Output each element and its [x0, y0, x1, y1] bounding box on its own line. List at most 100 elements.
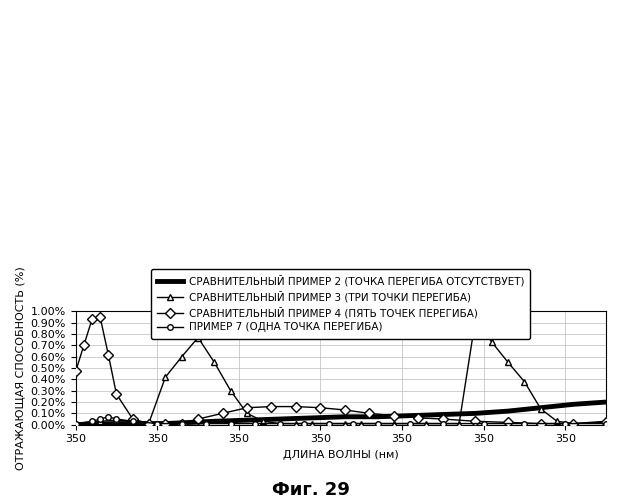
СРАВНИТЕЛЬНЫЙ ПРИМЕР 2 (ТОЧКА ПЕРЕГИБА ОТСУТСТВУЕТ) [504, 408, 512, 414]
Y-axis label: ОТРАЖАЮЩАЯ СПОСОБНОСТЬ (%): ОТРАЖАЮЩАЯ СПОСОБНОСТЬ (%) [15, 266, 25, 470]
ПРИМЕР 7 (ОДНА ТОЧКА ПЕРЕГИБА) [104, 414, 112, 420]
СРАВНИТЕЛЬНЫЙ ПРИМЕР 3 (ТРИ ТОЧКИ ПЕРЕГИБА) [227, 388, 234, 394]
СРАВНИТЕЛЬНЫЙ ПРИМЕР 3 (ТРИ ТОЧКИ ПЕРЕГИБА) [72, 420, 79, 426]
СРАВНИТЕЛЬНЫЙ ПРИМЕР 4 (ПЯТЬ ТОЧЕК ПЕРЕГИБА) [194, 416, 202, 422]
СРАВНИТЕЛЬНЫЙ ПРИМЕР 4 (ПЯТЬ ТОЧЕК ПЕРЕГИБА) [317, 404, 324, 410]
СРАВНИТЕЛЬНЫЙ ПРИМЕР 4 (ПЯТЬ ТОЧЕК ПЕРЕГИБА) [341, 407, 348, 413]
СРАВНИТЕЛЬНЫЙ ПРИМЕР 3 (ТРИ ТОЧКИ ПЕРЕГИБА) [178, 354, 186, 360]
СРАВНИТЕЛЬНЫЙ ПРИМЕР 4 (ПЯТЬ ТОЧЕК ПЕРЕГИБА) [243, 404, 251, 410]
СРАВНИТЕЛЬНЫЙ ПРИМЕР 3 (ТРИ ТОЧКИ ПЕРЕГИБА) [325, 420, 332, 426]
СРАВНИТЕЛЬНЫЙ ПРИМЕР 4 (ПЯТЬ ТОЧЕК ПЕРЕГИБА) [504, 420, 512, 426]
СРАВНИТЕЛЬНЫЙ ПРИМЕР 2 (ТОЧКА ПЕРЕГИБА ОТСУТСТВУЕТ) [374, 414, 381, 420]
ПРИМЕР 7 (ОДНА ТОЧКА ПЕРЕГИБА) [96, 416, 104, 422]
СРАВНИТЕЛЬНЫЙ ПРИМЕР 3 (ТРИ ТОЧКИ ПЕРЕГИБА) [390, 420, 397, 426]
СРАВНИТЕЛЬНЫЙ ПРИМЕР 2 (ТОЧКА ПЕРЕГИБА ОТСУТСТВУЕТ) [276, 416, 283, 422]
ПРИМЕР 7 (ОДНА ТОЧКА ПЕРЕГИБА) [439, 420, 446, 426]
СРАВНИТЕЛЬНЫЙ ПРИМЕР 2 (ТОЧКА ПЕРЕГИБА ОТСУТСТВУЕТ) [602, 399, 610, 405]
X-axis label: ДЛИНА ВОЛНЫ (нм): ДЛИНА ВОЛНЫ (нм) [283, 450, 399, 460]
СРАВНИТЕЛЬНЫЙ ПРИМЕР 2 (ТОЧКА ПЕРЕГИБА ОТСУТСТВУЕТ) [186, 420, 194, 426]
СРАВНИТЕЛЬНЫЙ ПРИМЕР 2 (ТОЧКА ПЕРЕГИБА ОТСУТСТВУЕТ) [113, 420, 120, 426]
СРАВНИТЕЛЬНЫЙ ПРИМЕР 2 (ТОЧКА ПЕРЕГИБА ОТСУТСТВУЕТ) [407, 412, 414, 418]
ПРИМЕР 7 (ОДНА ТОЧКА ПЕРЕГИБА) [350, 420, 357, 426]
СРАВНИТЕЛЬНЫЙ ПРИМЕР 3 (ТРИ ТОЧКИ ПЕРЕГИБА) [341, 420, 348, 426]
СРАВНИТЕЛЬНЫЙ ПРИМЕР 2 (ТОЧКА ПЕРЕГИБА ОТСУТСТВУЕТ) [537, 404, 545, 410]
СРАВНИТЕЛЬНЫЙ ПРИМЕР 3 (ТРИ ТОЧКИ ПЕРЕГИБА) [374, 420, 381, 426]
ПРИМЕР 7 (ОДНА ТОЧКА ПЕРЕГИБА) [374, 420, 381, 426]
Line: СРАВНИТЕЛЬНЫЙ ПРИМЕР 4 (ПЯТЬ ТОЧЕК ПЕРЕГИБА): СРАВНИТЕЛЬНЫЙ ПРИМЕР 4 (ПЯТЬ ТОЧЕК ПЕРЕГ… [72, 314, 609, 427]
ПРИМЕР 7 (ОДНА ТОЧКА ПЕРЕГИБА) [301, 420, 308, 426]
СРАВНИТЕЛЬНЫЙ ПРИМЕР 2 (ТОЧКА ПЕРЕГИБА ОТСУТСТВУЕТ) [309, 415, 316, 421]
СРАВНИТЕЛЬНЫЙ ПРИМЕР 3 (ТРИ ТОЧКИ ПЕРЕГИБА) [472, 316, 479, 322]
СРАВНИТЕЛЬНЫЙ ПРИМЕР 2 (ТОЧКА ПЕРЕГИБА ОТСУТСТВУЕТ) [439, 412, 446, 418]
СРАВНИТЕЛЬНЫЙ ПРИМЕР 4 (ПЯТЬ ТОЧЕК ПЕРЕГИБА) [72, 368, 79, 374]
СРАВНИТЕЛЬНЫЙ ПРИМЕР 3 (ТРИ ТОЧКИ ПЕРЕГИБА) [194, 334, 202, 340]
СРАВНИТЕЛЬНЫЙ ПРИМЕР 3 (ТРИ ТОЧКИ ПЕРЕГИБА) [553, 418, 561, 424]
СРАВНИТЕЛЬНЫЙ ПРИМЕР 3 (ТРИ ТОЧКИ ПЕРЕГИБА) [569, 420, 577, 426]
ПРИМЕР 7 (ОДНА ТОЧКА ПЕРЕГИБА) [276, 420, 283, 426]
СРАВНИТЕЛЬНЫЙ ПРИМЕР 4 (ПЯТЬ ТОЧЕК ПЕРЕГИБА) [472, 418, 479, 424]
ПРИМЕР 7 (ОДНА ТОЧКА ПЕРЕГИБА) [227, 420, 234, 426]
СРАВНИТЕЛЬНЫЙ ПРИМЕР 3 (ТРИ ТОЧКИ ПЕРЕГИБА) [211, 360, 218, 366]
СРАВНИТЕЛЬНЫЙ ПРИМЕР 4 (ПЯТЬ ТОЧЕК ПЕРЕГИБА) [569, 420, 577, 426]
СРАВНИТЕЛЬНЫЙ ПРИМЕР 2 (ТОЧКА ПЕРЕГИБА ОТСУТСТВУЕТ) [341, 414, 348, 420]
ПРИМЕР 7 (ОДНА ТОЧКА ПЕРЕГИБА) [602, 420, 610, 426]
СРАВНИТЕЛЬНЫЙ ПРИМЕР 3 (ТРИ ТОЧКИ ПЕРЕГИБА) [537, 406, 545, 412]
Line: СРАВНИТЕЛЬНЫЙ ПРИМЕР 2 (ТОЧКА ПЕРЕГИБА ОТСУТСТВУЕТ): СРАВНИТЕЛЬНЫЙ ПРИМЕР 2 (ТОЧКА ПЕРЕГИБА О… [76, 402, 606, 424]
СРАВНИТЕЛЬНЫЙ ПРИМЕР 2 (ТОЧКА ПЕРЕГИБА ОТСУТСТВУЕТ) [472, 410, 479, 416]
ПРИМЕР 7 (ОДНА ТОЧКА ПЕРЕГИБА) [72, 420, 79, 426]
СРАВНИТЕЛЬНЫЙ ПРИМЕР 3 (ТРИ ТОЧКИ ПЕРЕГИБА) [113, 417, 120, 423]
СРАВНИТЕЛЬНЫЙ ПРИМЕР 3 (ТРИ ТОЧКИ ПЕРЕГИБА) [504, 360, 512, 366]
СРАВНИТЕЛЬНЫЙ ПРИМЕР 4 (ПЯТЬ ТОЧЕК ПЕРЕГИБА) [366, 410, 373, 416]
ПРИМЕР 7 (ОДНА ТОЧКА ПЕРЕГИБА) [88, 418, 96, 424]
Line: СРАВНИТЕЛЬНЫЙ ПРИМЕР 3 (ТРИ ТОЧКИ ПЕРЕГИБА): СРАВНИТЕЛЬНЫЙ ПРИМЕР 3 (ТРИ ТОЧКИ ПЕРЕГИ… [72, 316, 609, 427]
СРАВНИТЕЛЬНЫЙ ПРИМЕР 4 (ПЯТЬ ТОЧЕК ПЕРЕГИБА) [439, 416, 446, 422]
СРАВНИТЕЛЬНЫЙ ПРИМЕР 3 (ТРИ ТОЧКИ ПЕРЕГИБА) [292, 420, 300, 426]
ПРИМЕР 7 (ОДНА ТОЧКА ПЕРЕГИБА) [153, 420, 161, 426]
СРАВНИТЕЛЬНЫЙ ПРИМЕР 4 (ПЯТЬ ТОЧЕК ПЕРЕГИБА) [145, 420, 153, 426]
ПРИМЕР 7 (ОДНА ТОЧКА ПЕРЕГИБА) [252, 420, 259, 426]
СРАВНИТЕЛЬНЫЙ ПРИМЕР 4 (ПЯТЬ ТОЧЕК ПЕРЕГИБА) [161, 420, 169, 426]
СРАВНИТЕЛЬНЫЙ ПРИМЕР 3 (ТРИ ТОЧКИ ПЕРЕГИБА) [520, 378, 528, 384]
СРАВНИТЕЛЬНЫЙ ПРИМЕР 3 (ТРИ ТОЧКИ ПЕРЕГИБА) [243, 410, 251, 416]
СРАВНИТЕЛЬНЫЙ ПРИМЕР 3 (ТРИ ТОЧКИ ПЕРЕГИБА) [145, 420, 153, 426]
СРАВНИТЕЛЬНЫЙ ПРИМЕР 4 (ПЯТЬ ТОЧЕК ПЕРЕГИБА) [178, 420, 186, 426]
ПРИМЕР 7 (ОДНА ТОЧКА ПЕРЕГИБА) [129, 418, 137, 424]
СРАВНИТЕЛЬНЫЙ ПРИМЕР 3 (ТРИ ТОЧКИ ПЕРЕГИБА) [309, 420, 316, 426]
ПРИМЕР 7 (ОДНА ТОЧКА ПЕРЕГИБА) [113, 416, 120, 422]
СРАВНИТЕЛЬНЫЙ ПРИМЕР 4 (ПЯТЬ ТОЧЕК ПЕРЕГИБА) [268, 404, 275, 409]
СРАВНИТЕЛЬНЫЙ ПРИМЕР 2 (ТОЧКА ПЕРЕГИБА ОТСУТСТВУЕТ) [569, 402, 577, 407]
ПРИМЕР 7 (ОДНА ТОЧКА ПЕРЕГИБА) [178, 420, 186, 426]
СРАВНИТЕЛЬНЫЙ ПРИМЕР 4 (ПЯТЬ ТОЧЕК ПЕРЕГИБА) [390, 412, 397, 418]
СРАВНИТЕЛЬНЫЙ ПРИМЕР 3 (ТРИ ТОЧКИ ПЕРЕГИБА) [161, 374, 169, 380]
СРАВНИТЕЛЬНЫЙ ПРИМЕР 3 (ТРИ ТОЧКИ ПЕРЕГИБА) [129, 418, 137, 424]
ПРИМЕР 7 (ОДНА ТОЧКА ПЕРЕГИБА) [407, 420, 414, 426]
СРАВНИТЕЛЬНЫЙ ПРИМЕР 3 (ТРИ ТОЧКИ ПЕРЕГИБА) [407, 420, 414, 426]
СРАВНИТЕЛЬНЫЙ ПРИМЕР 4 (ПЯТЬ ТОЧЕК ПЕРЕГИБА) [113, 391, 120, 397]
Line: ПРИМЕР 7 (ОДНА ТОЧКА ПЕРЕГИБА): ПРИМЕР 7 (ОДНА ТОЧКА ПЕРЕГИБА) [73, 414, 609, 426]
ПРИМЕР 7 (ОДНА ТОЧКА ПЕРЕГИБА) [561, 420, 569, 426]
СРАВНИТЕЛЬНЫЙ ПРИМЕР 4 (ПЯТЬ ТОЧЕК ПЕРЕГИБА) [80, 342, 88, 348]
СРАВНИТЕЛЬНЫЙ ПРИМЕР 3 (ТРИ ТОЧКИ ПЕРЕГИБА) [488, 339, 496, 345]
СРАВНИТЕЛЬНЫЙ ПРИМЕР 3 (ТРИ ТОЧКИ ПЕРЕГИБА) [423, 420, 430, 426]
СРАВНИТЕЛЬНЫЙ ПРИМЕР 3 (ТРИ ТОЧКИ ПЕРЕГИБА) [602, 418, 610, 424]
СРАВНИТЕЛЬНЫЙ ПРИМЕР 3 (ТРИ ТОЧКИ ПЕРЕГИБА) [455, 420, 463, 426]
СРАВНИТЕЛЬНЫЙ ПРИМЕР 3 (ТРИ ТОЧКИ ПЕРЕГИБА) [276, 420, 283, 426]
СРАВНИТЕЛЬНЫЙ ПРИМЕР 4 (ПЯТЬ ТОЧЕК ПЕРЕГИБА) [88, 316, 96, 322]
СРАВНИТЕЛЬНЫЙ ПРИМЕР 4 (ПЯТЬ ТОЧЕК ПЕРЕГИБА) [219, 410, 226, 416]
СРАВНИТЕЛЬНЫЙ ПРИМЕР 2 (ТОЧКА ПЕРЕГИБА ОТСУТСТВУЕТ) [72, 422, 79, 428]
СРАВНИТЕЛЬНЫЙ ПРИМЕР 3 (ТРИ ТОЧКИ ПЕРЕГИБА) [358, 420, 365, 426]
СРАВНИТЕЛЬНЫЙ ПРИМЕР 4 (ПЯТЬ ТОЧЕК ПЕРЕГИБА) [104, 352, 112, 358]
Text: Фиг. 29: Фиг. 29 [271, 481, 350, 499]
СРАВНИТЕЛЬНЫЙ ПРИМЕР 4 (ПЯТЬ ТОЧЕК ПЕРЕГИБА) [96, 314, 104, 320]
СРАВНИТЕЛЬНЫЙ ПРИМЕР 3 (ТРИ ТОЧКИ ПЕРЕГИБА) [439, 420, 446, 426]
СРАВНИТЕЛЬНЫЙ ПРИМЕР 2 (ТОЧКА ПЕРЕГИБА ОТСУТСТВУЕТ) [161, 420, 169, 426]
СРАВНИТЕЛЬНЫЙ ПРИМЕР 3 (ТРИ ТОЧКИ ПЕРЕГИБА) [96, 418, 104, 424]
СРАВНИТЕЛЬНЫЙ ПРИМЕР 4 (ПЯТЬ ТОЧЕК ПЕРЕГИБА) [537, 420, 545, 426]
СРАВНИТЕЛЬНЫЙ ПРИМЕР 2 (ТОЧКА ПЕРЕГИБА ОТСУТСТВУЕТ) [211, 418, 218, 424]
СРАВНИТЕЛЬНЫЙ ПРИМЕР 2 (ТОЧКА ПЕРЕГИБА ОТСУТСТВУЕТ) [243, 417, 251, 423]
СРАВНИТЕЛЬНЫЙ ПРИМЕР 2 (ТОЧКА ПЕРЕГИБА ОТСУТСТВУЕТ) [137, 420, 145, 426]
СРАВНИТЕЛЬНЫЙ ПРИМЕР 3 (ТРИ ТОЧКИ ПЕРЕГИБА) [260, 418, 267, 424]
ПРИМЕР 7 (ОДНА ТОЧКА ПЕРЕГИБА) [325, 420, 332, 426]
СРАВНИТЕЛЬНЫЙ ПРИМЕР 4 (ПЯТЬ ТОЧЕК ПЕРЕГИБА) [415, 415, 422, 421]
Legend: СРАВНИТЕЛЬНЫЙ ПРИМЕР 2 (ТОЧКА ПЕРЕГИБА ОТСУТСТВУЕТ), СРАВНИТЕЛЬНЫЙ ПРИМЕР 3 (ТРИ: СРАВНИТЕЛЬНЫЙ ПРИМЕР 2 (ТОЧКА ПЕРЕГИБА О… [151, 269, 530, 338]
